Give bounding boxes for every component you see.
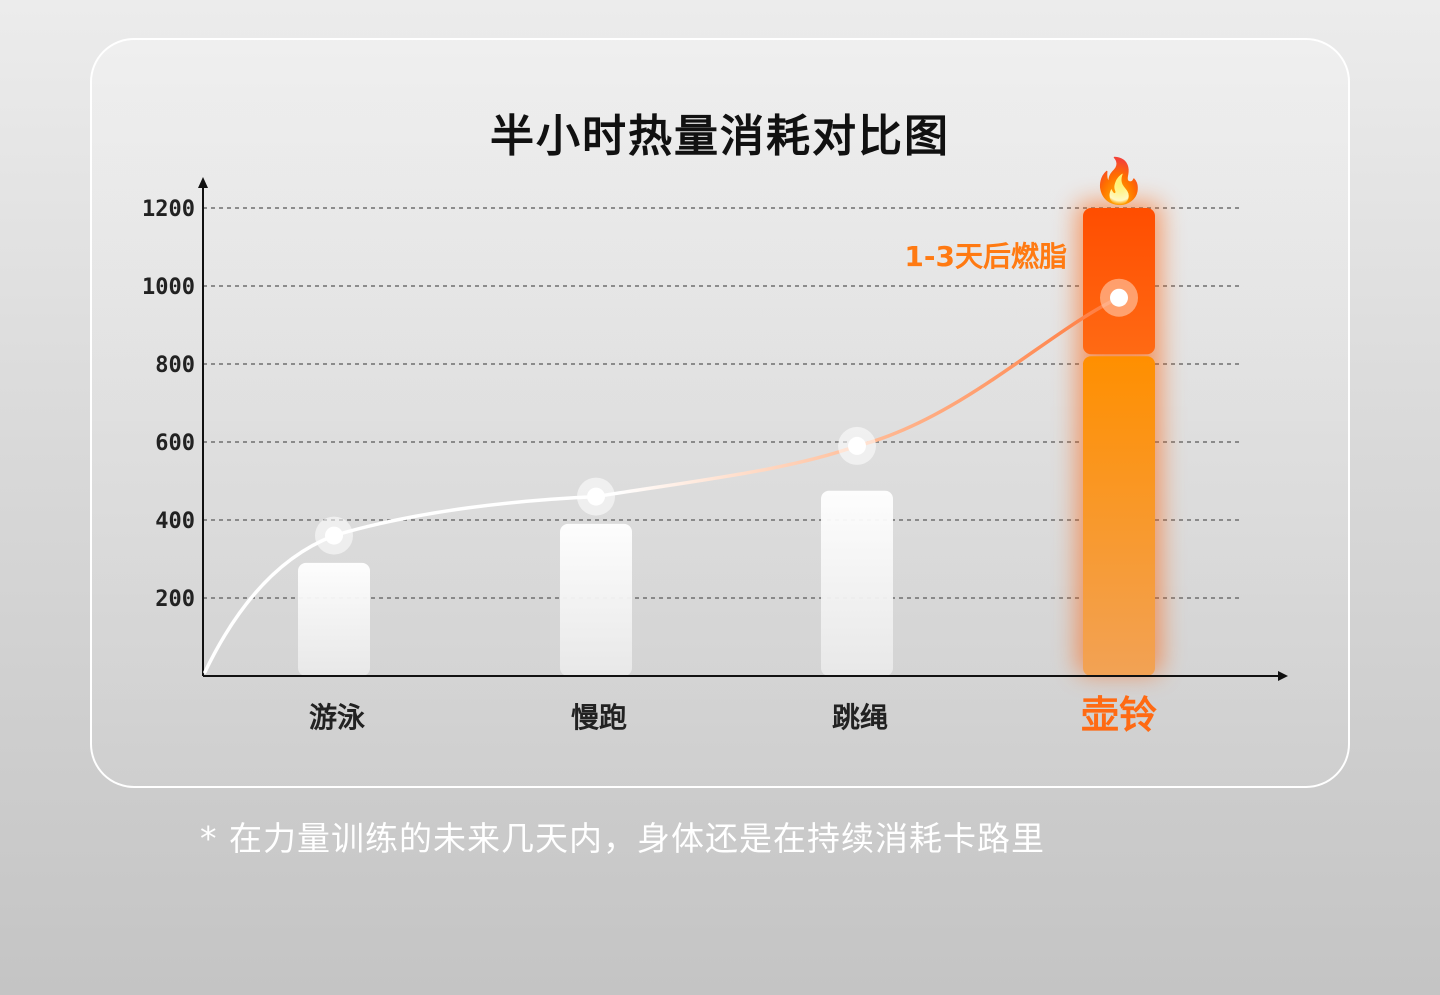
bars	[298, 202, 1161, 676]
curve-point	[587, 487, 605, 506]
y-tick-label: 200	[155, 587, 195, 612]
bar	[821, 490, 893, 676]
x-category-label: 跳绳	[832, 701, 888, 734]
bar	[560, 523, 632, 676]
y-axis-arrow	[198, 177, 208, 188]
x-axis-arrow	[1278, 671, 1288, 681]
bar-highlight-lower	[1083, 356, 1155, 676]
annotation-label: 1-3天后燃脂	[904, 240, 1067, 273]
bar	[298, 562, 370, 676]
y-tick-label: 600	[155, 431, 195, 456]
y-tick-label: 400	[155, 509, 195, 534]
axes	[198, 177, 1288, 681]
curve-point	[1110, 288, 1128, 307]
x-category-label: 慢跑	[571, 701, 627, 734]
fire-icon: 🔥	[1092, 156, 1147, 207]
chart-title: 半小时热量消耗对比图	[490, 111, 950, 162]
x-category-label: 壶铃	[1081, 693, 1157, 737]
y-tick-label: 1200	[142, 197, 195, 222]
curve-point	[848, 436, 866, 455]
trend-curve	[203, 278, 1138, 674]
y-tick-label: 1000	[142, 275, 195, 300]
y-tick-label: 800	[155, 353, 195, 378]
grid-lines	[203, 207, 1243, 599]
curve-point	[325, 526, 343, 545]
footnote: * 在力量训练的未来几天内，身体还是在持续消耗卡路里	[200, 819, 1045, 858]
x-category-label: 游泳	[309, 701, 365, 734]
